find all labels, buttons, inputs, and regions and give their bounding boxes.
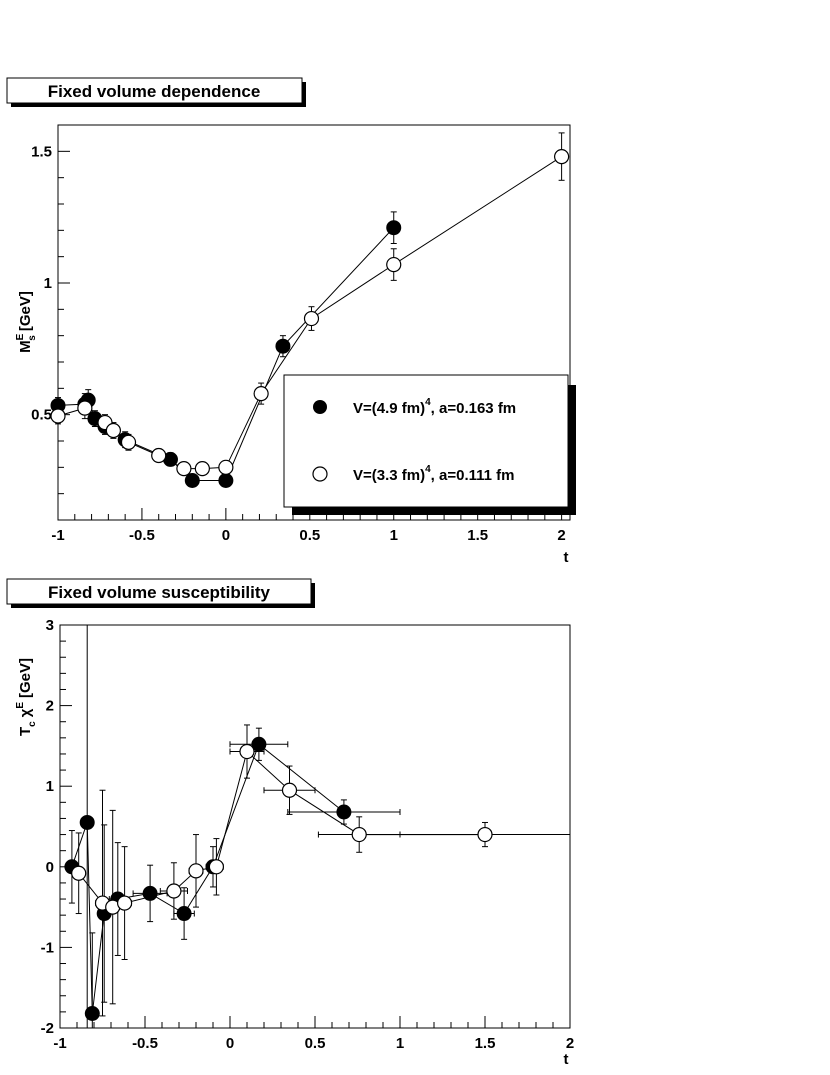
data-point-filled: [275, 338, 291, 354]
data-point-filled: [79, 814, 95, 830]
x-tick-label: 2: [557, 527, 565, 544]
x-tick-label: -1: [51, 527, 64, 544]
data-point-filled: [84, 1005, 100, 1021]
data-point-open: [188, 863, 204, 879]
x-tick-label: 1.5: [475, 1035, 496, 1052]
legend-label-1: V=(4.9 fm)4, a=0.163 fm: [353, 397, 516, 417]
y-axis-title-2-t: T: [17, 727, 34, 736]
data-point-open: [554, 149, 570, 165]
x-tick-label: 0: [226, 1035, 234, 1052]
data-point-filled: [142, 885, 158, 901]
y-tick-label: 1.5: [31, 143, 52, 160]
data-point-open: [194, 461, 210, 477]
x-tick-label: 1: [396, 1035, 404, 1052]
x-tick-label: 0: [222, 527, 230, 544]
x-tick-label: -0.5: [129, 527, 155, 544]
x-tick-label: -1: [53, 1035, 66, 1052]
data-1: [50, 132, 570, 488]
legend-label-2: V=(3.3 fm)4, a=0.111 fm: [353, 464, 515, 484]
data-point-filled: [184, 473, 200, 488]
x-tick-label: 0.5: [299, 527, 320, 544]
series-line-1: [71, 743, 345, 1014]
y-axis-title-1-main: M: [17, 340, 34, 353]
data-point-open: [77, 400, 93, 416]
y-axis-title-2-c: c: [27, 721, 38, 727]
y-tick-label: 0: [46, 859, 54, 876]
y-axis-title-2-sup: E: [15, 702, 26, 709]
legend-1: V=(4.9 fm)4, a=0.163 fm V=(3.3 fm)4, a=0…: [283, 374, 576, 515]
y-axis-title-1: MEs [GeV]: [15, 291, 38, 353]
data-point-open: [166, 883, 182, 899]
y-axis-title-2: TcχE [GeV]: [15, 658, 38, 736]
y-tick-label: -1: [41, 939, 54, 956]
data-point-filled: [176, 906, 192, 922]
data-point-open: [218, 459, 234, 475]
data-point-open: [253, 386, 269, 402]
y-axis-title-1-sup: E: [15, 333, 26, 340]
plot-frame-2: [59, 624, 571, 1029]
y-axis-title-1-unit: [GeV]: [17, 291, 34, 331]
y-axis-title-2-chi: χ: [17, 708, 34, 717]
data-point-open: [239, 743, 255, 760]
y-tick-label: 3: [46, 617, 54, 634]
panel-2: Fixed volume susceptibility -1 -0.5 0 0.5 1 1…: [6, 578, 575, 1068]
data-point-open: [105, 422, 121, 439]
x-axis-title-1: t: [564, 549, 569, 566]
y-tick-label: 1: [46, 778, 54, 795]
data-point-open: [477, 826, 493, 843]
title-box-2: [6, 578, 312, 605]
data-point-open: [386, 256, 402, 273]
y-tick-label: 2: [46, 698, 54, 715]
x-tick-label: -0.5: [132, 1035, 158, 1052]
data-point-open: [208, 859, 224, 875]
data-point-open: [281, 782, 298, 798]
data-point-filled: [336, 804, 352, 820]
y-axis-title-2-unit: [GeV]: [17, 658, 34, 698]
data-point-open: [176, 461, 192, 477]
x-tick-label: 2: [566, 1035, 574, 1052]
data-point-open: [116, 895, 133, 911]
legend-marker-filled: [313, 400, 327, 414]
y-axis-title-1-sub: s: [27, 335, 38, 341]
x-tick-label: 0.5: [305, 1035, 326, 1052]
data-point-open: [351, 826, 367, 843]
x-tick-label: 1.5: [467, 527, 488, 544]
series-line-2: [78, 750, 485, 908]
data-point-filled: [386, 220, 402, 236]
data-point-open: [120, 434, 137, 450]
title-box-1: [6, 77, 303, 104]
panel-1: Fixed volume dependence -1 -0.5 0 0.5 1 1.5 2 0…: [6, 77, 576, 566]
data-point-open: [50, 408, 66, 424]
y-tick-label: -2: [41, 1020, 54, 1037]
data-point-open: [303, 310, 320, 327]
data-point-open: [151, 447, 167, 464]
plot-frame-1: [57, 124, 571, 521]
y-tick-label: 1: [44, 275, 52, 292]
y-tick-label: 0.5: [31, 407, 52, 424]
data-point-filled: [218, 473, 234, 488]
data-point-open: [71, 865, 87, 881]
data-2: [64, 624, 571, 1029]
x-axis-title-2: t: [564, 1051, 569, 1068]
axes-1: -1 -0.5 0 0.5 1 1.5 2 0.5 1 1.5: [31, 124, 566, 544]
x-tick-label: 1: [390, 527, 398, 544]
legend-marker-open: [312, 466, 328, 482]
chart-title-2: Fixed volume susceptibility: [48, 583, 271, 602]
legend-box: [283, 374, 569, 508]
chart-title-1: Fixed volume dependence: [48, 82, 261, 101]
